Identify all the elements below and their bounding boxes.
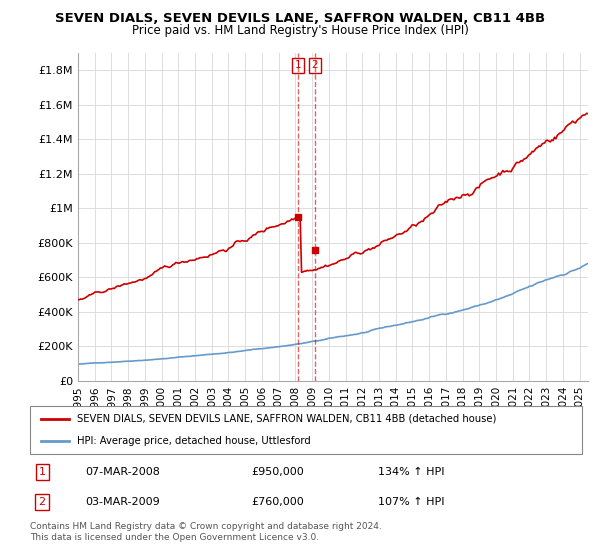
- Text: £950,000: £950,000: [251, 467, 304, 477]
- Text: Contains HM Land Registry data © Crown copyright and database right 2024.
This d: Contains HM Land Registry data © Crown c…: [30, 522, 382, 542]
- Text: 2: 2: [311, 60, 318, 70]
- Text: Price paid vs. HM Land Registry's House Price Index (HPI): Price paid vs. HM Land Registry's House …: [131, 24, 469, 37]
- Text: 03-MAR-2009: 03-MAR-2009: [85, 497, 160, 507]
- Text: 07-MAR-2008: 07-MAR-2008: [85, 467, 160, 477]
- Text: 2: 2: [38, 497, 46, 507]
- Text: 107% ↑ HPI: 107% ↑ HPI: [378, 497, 444, 507]
- Text: HPI: Average price, detached house, Uttlesford: HPI: Average price, detached house, Uttl…: [77, 436, 311, 446]
- Text: SEVEN DIALS, SEVEN DEVILS LANE, SAFFRON WALDEN, CB11 4BB: SEVEN DIALS, SEVEN DEVILS LANE, SAFFRON …: [55, 12, 545, 25]
- Text: SEVEN DIALS, SEVEN DEVILS LANE, SAFFRON WALDEN, CB11 4BB (detached house): SEVEN DIALS, SEVEN DEVILS LANE, SAFFRON …: [77, 414, 496, 424]
- Text: £760,000: £760,000: [251, 497, 304, 507]
- FancyBboxPatch shape: [30, 406, 582, 454]
- Text: 1: 1: [38, 467, 46, 477]
- Text: 134% ↑ HPI: 134% ↑ HPI: [378, 467, 444, 477]
- Text: 1: 1: [295, 60, 302, 70]
